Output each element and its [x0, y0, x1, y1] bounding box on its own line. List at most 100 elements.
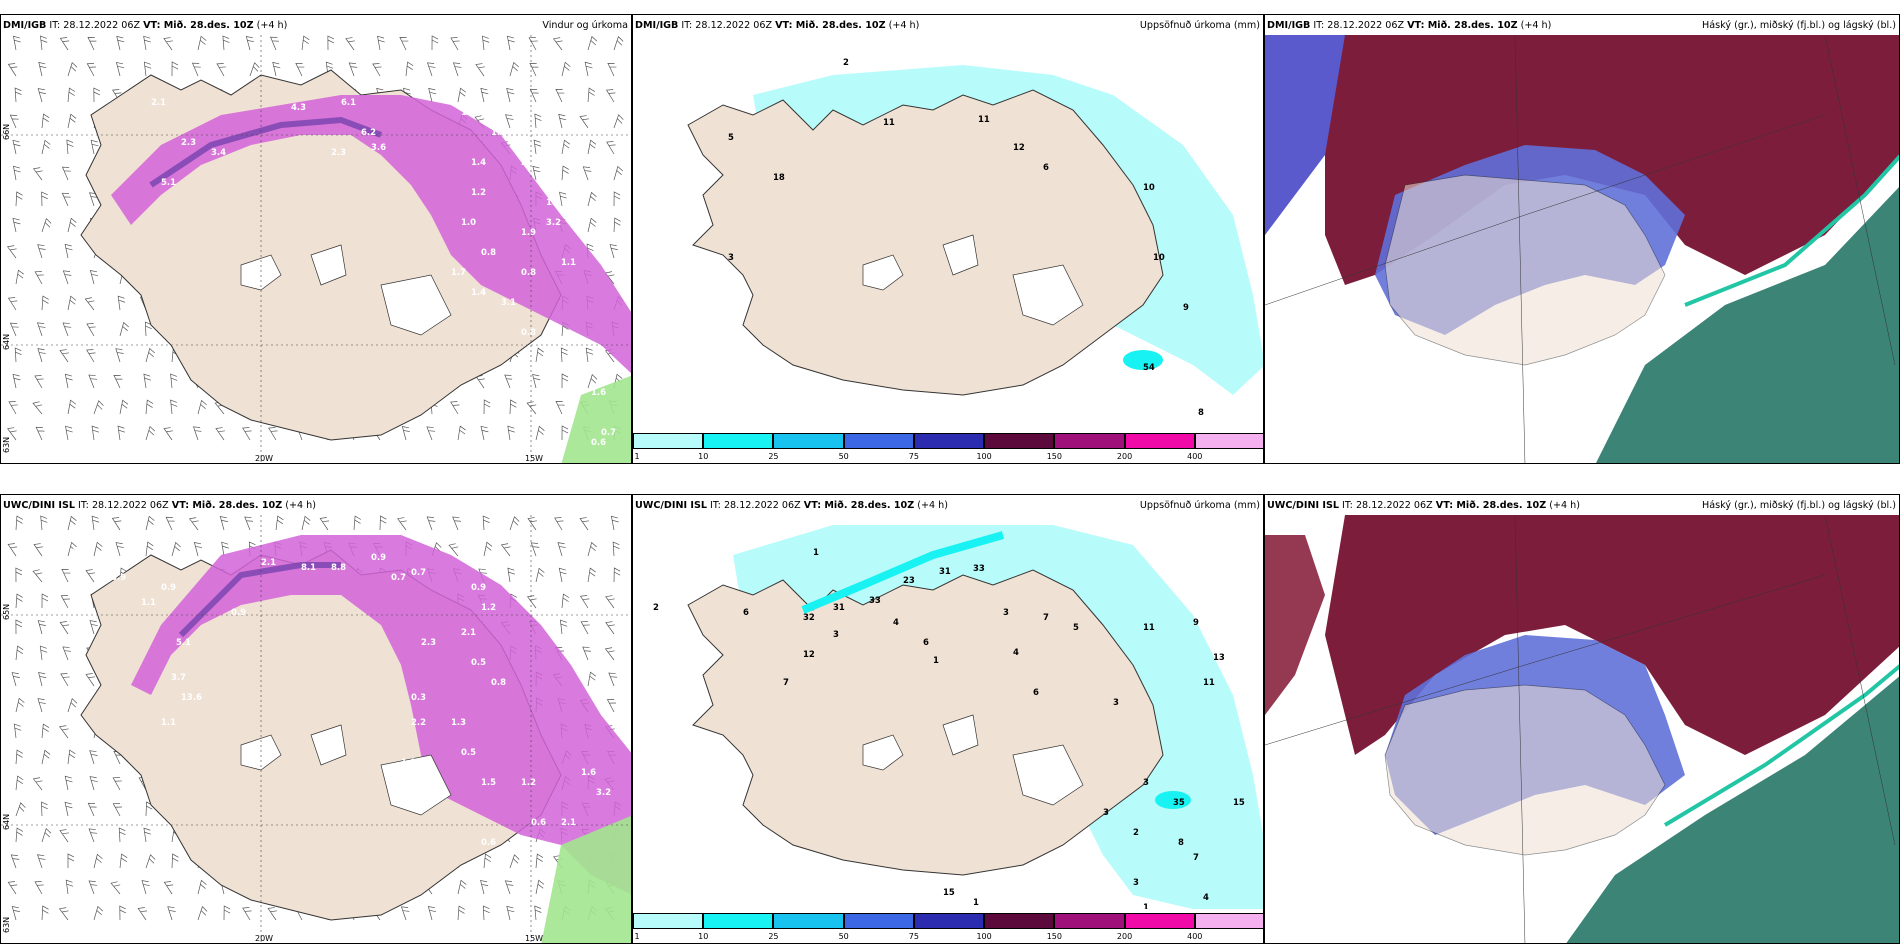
- wind-barb: [15, 191, 23, 207]
- wind-barb: [587, 541, 597, 557]
- wind-barb: [59, 621, 70, 635]
- precip-value-label: 0.7: [391, 573, 406, 583]
- wind-barb: [91, 425, 100, 441]
- wind-barb: [143, 61, 152, 77]
- precip-value-label: 7: [1043, 613, 1049, 623]
- wind-barb: [608, 672, 618, 687]
- wind-barb: [428, 87, 437, 103]
- wind-barb: [163, 37, 173, 51]
- wind-barb: [37, 854, 46, 869]
- wind-barb: [587, 35, 598, 51]
- wind-barb: [605, 89, 616, 103]
- wind-barb: [606, 699, 617, 713]
- wind-barb: [534, 113, 542, 129]
- precip-value-label: 3.2: [596, 788, 611, 798]
- precip-value-label: 0.9: [471, 583, 486, 593]
- precip-value-label: 0.7: [601, 428, 616, 438]
- wind-barb: [401, 426, 411, 441]
- precip-value-label: 8.8: [331, 563, 346, 573]
- wind-barb: [245, 36, 255, 51]
- precip-value-label: 1.0: [461, 218, 476, 228]
- wind-barb: [610, 515, 619, 531]
- colorbar-tick-label: 200: [1116, 932, 1133, 941]
- wind-barb: [561, 61, 571, 77]
- wind-barb: [483, 399, 491, 415]
- wind-barb: [532, 373, 541, 389]
- wind-barb: [15, 645, 24, 661]
- colorbar-swatch: [843, 433, 914, 449]
- colorbar-tick-label: 75: [908, 452, 919, 461]
- precip-value-label: 0.7: [411, 568, 426, 578]
- precip-value-label: 9: [1183, 303, 1189, 313]
- wind-barb: [12, 139, 21, 155]
- wind-barb: [7, 427, 17, 441]
- precip-value-label: 54: [1143, 363, 1155, 373]
- precip-value-label: 8: [1178, 838, 1184, 848]
- wind-barb: [13, 165, 21, 181]
- wind-barb: [119, 321, 129, 337]
- wind-barb: [587, 671, 597, 687]
- wind-barb: [60, 595, 70, 609]
- wind-barb: [113, 374, 123, 389]
- precip-value-label: 12: [803, 650, 815, 660]
- wind-barb: [535, 567, 545, 583]
- wind-barb: [115, 62, 125, 77]
- precip-value-label: 0.3: [411, 693, 426, 703]
- wind-barb: [67, 295, 77, 311]
- wind-barb: [506, 905, 515, 921]
- panel-header: UWC/DINI ISL IT: 28.12.2022 06Z VT: Mið.…: [3, 500, 316, 511]
- wind-barb: [89, 620, 98, 635]
- precip-value-label: 2: [653, 603, 659, 613]
- colorbar-tick-label: 100: [976, 932, 992, 941]
- precip-value-label: 1.0: [401, 758, 416, 768]
- colorbar-tick-label: 400: [1187, 932, 1203, 941]
- wind-barb: [579, 595, 590, 609]
- wind-barb: [41, 827, 52, 843]
- wind-barb: [115, 348, 124, 363]
- precip-value-label: 0.6: [481, 838, 496, 848]
- precip-value-label: 1.6: [591, 388, 606, 398]
- precip-value-label: 0.9: [371, 553, 386, 563]
- wind-barb: [7, 881, 18, 895]
- precip-value-label: 11: [883, 118, 895, 128]
- wind-barb: [11, 906, 20, 921]
- wind-barb: [579, 115, 590, 129]
- precip-band: [131, 535, 631, 895]
- wind-barb: [561, 373, 569, 389]
- wind-barb: [561, 165, 569, 181]
- wind-barb: [171, 541, 181, 557]
- wind-barb: [32, 401, 43, 415]
- colorbar-tick-label: 150: [1046, 452, 1062, 461]
- grid-lines: [1, 35, 631, 463]
- precip-value-label: 0.8: [521, 328, 536, 338]
- wind-barb: [119, 905, 127, 921]
- precip-value-label: 13: [1213, 653, 1225, 663]
- wind-barb: [117, 295, 126, 311]
- wind-barb: [529, 63, 539, 77]
- wind-barb: [88, 374, 98, 389]
- precip-core: [178, 562, 341, 638]
- precip-value-label: 1.3: [546, 198, 561, 208]
- low-cloud: [1596, 187, 1899, 463]
- wind-barb: [65, 425, 73, 441]
- wind-barb: [32, 569, 43, 583]
- wind-barb: [137, 907, 148, 921]
- wind-barb: [613, 114, 624, 129]
- wind-barb: [270, 36, 279, 51]
- wind-barb: [85, 569, 96, 583]
- precip-value-label: 1.6: [461, 108, 476, 118]
- precip-value-label: 31: [939, 567, 951, 577]
- precip-value-label: 1: [973, 898, 979, 908]
- wind-barb: [62, 322, 72, 337]
- wind-barb: [475, 63, 485, 77]
- wind-barb: [67, 749, 76, 765]
- wind-barb: [557, 542, 566, 557]
- wind-barb: [197, 35, 207, 51]
- precip-value-label: 0.8: [521, 268, 536, 278]
- wind-barb: [188, 517, 199, 531]
- wind-barb: [607, 63, 617, 77]
- wind-barb: [67, 697, 78, 713]
- wind-barb: [15, 619, 23, 635]
- colorbar-swatch: [703, 913, 774, 929]
- precip-value-label: 1.4: [471, 288, 486, 298]
